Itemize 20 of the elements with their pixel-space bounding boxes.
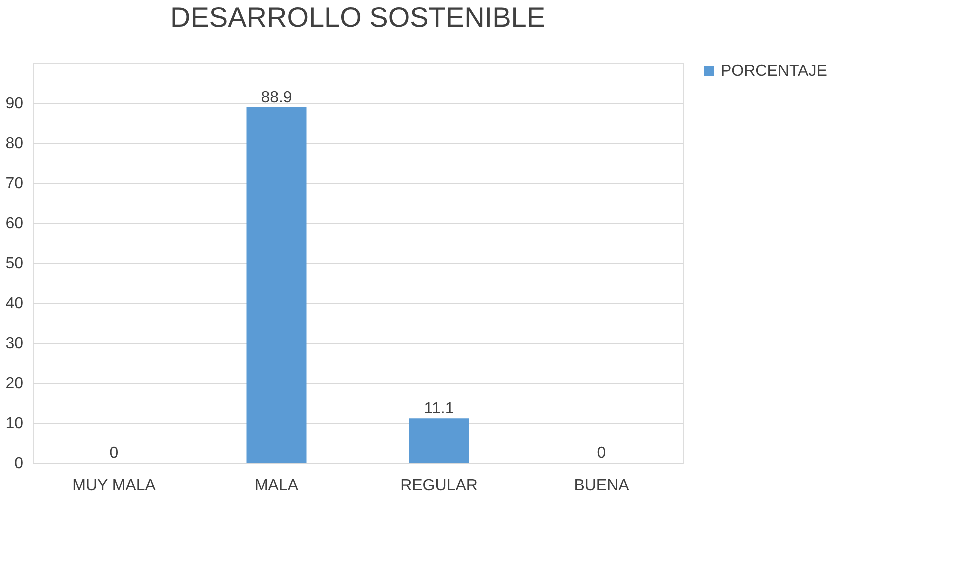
x-tick-label: REGULAR — [400, 478, 478, 494]
y-tick-label: 90 — [6, 96, 24, 112]
data-label: 0 — [110, 445, 119, 462]
y-tick-label: 30 — [6, 336, 24, 352]
y-tick-label: 60 — [6, 216, 24, 232]
data-label: 0 — [597, 445, 606, 462]
x-tick-label: MALA — [254, 478, 299, 494]
x-tick-label: BUENA — [574, 478, 630, 494]
y-tick-label: 10 — [6, 416, 24, 432]
y-tick-label: 70 — [6, 176, 24, 192]
y-tick-label: 20 — [6, 376, 24, 392]
x-tick-label: MUY MALA — [72, 478, 156, 494]
data-label: 88.9 — [261, 89, 292, 106]
chart-title: DESARROLLO SOSTENIBLE — [170, 2, 546, 33]
y-tick-label: 40 — [6, 296, 24, 312]
y-tick-label: 0 — [14, 456, 24, 472]
y-tick-label: 50 — [6, 256, 24, 272]
data-label: 11.1 — [424, 400, 454, 418]
legend-label: PORCENTAJE — [721, 63, 828, 80]
y-tick-label: 80 — [6, 136, 24, 152]
